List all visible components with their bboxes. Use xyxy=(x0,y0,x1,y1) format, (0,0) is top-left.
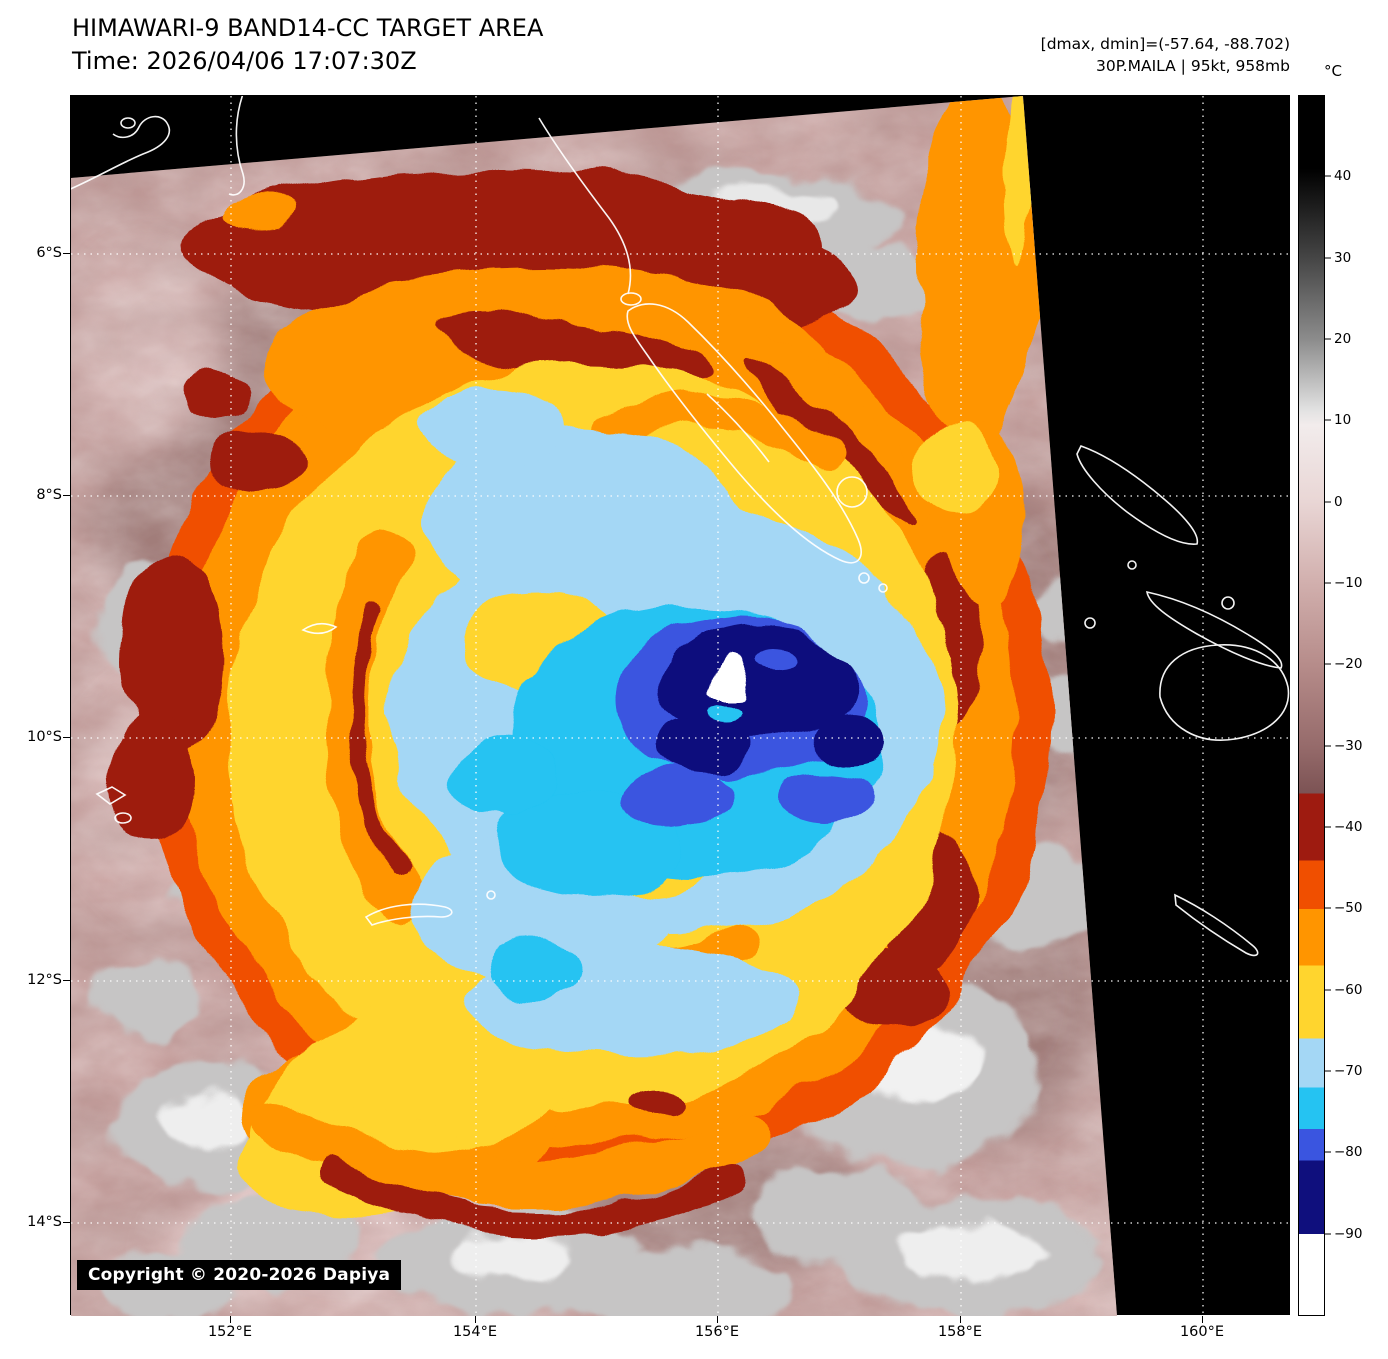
axis-tick xyxy=(1202,1316,1203,1323)
axis-tick xyxy=(475,1316,476,1323)
axis-tick xyxy=(960,1316,961,1323)
colorbar-tick-label: −40 xyxy=(1334,819,1363,835)
cyclone xyxy=(109,96,1051,1235)
axis-tick xyxy=(63,980,70,981)
colorbar-tick-label: 10 xyxy=(1334,412,1352,428)
storm-eye xyxy=(710,653,751,699)
page-title: HIMAWARI-9 BAND14-CC TARGET AREA xyxy=(72,14,544,42)
coastlines xyxy=(71,96,1290,957)
colorbar-tick-label: 0 xyxy=(1334,494,1343,510)
lon-axis-label: 160°E xyxy=(1179,1324,1225,1340)
colorbar-tick-label: 20 xyxy=(1334,331,1352,347)
colorbar-tick-label: 30 xyxy=(1334,250,1352,266)
colorbar-unit-label: °C xyxy=(1324,62,1342,80)
colorbar-tick-label: 40 xyxy=(1334,168,1352,184)
satellite-map: Copyright © 2020-2026 Dapiya xyxy=(70,95,1291,1316)
axis-tick xyxy=(717,1316,718,1323)
colorbar: 40 30 20 10 0 −10 −20 −30 −40 −50 −60 −7… xyxy=(1298,95,1388,1325)
colorbar-tick-label: −70 xyxy=(1334,1063,1363,1079)
lon-axis-label: 154°E xyxy=(452,1324,498,1340)
lat-axis-label: 14°S xyxy=(27,1214,62,1230)
lat-axis-label: 8°S xyxy=(36,487,62,503)
storm-info-annotation: 30P.MAILA | 95kt, 958mb xyxy=(1096,57,1290,76)
lat-axis-label: 12°S xyxy=(27,972,62,988)
axis-tick xyxy=(63,495,70,496)
axis-tick xyxy=(63,737,70,738)
colorbar-tick-label: −60 xyxy=(1334,982,1363,998)
axis-tick xyxy=(230,1316,231,1323)
colorbar-tick-label: −80 xyxy=(1334,1144,1363,1160)
copyright-badge: Copyright © 2020-2026 Dapiya xyxy=(77,1260,402,1290)
colorbar-tick-label: −20 xyxy=(1334,656,1363,672)
lon-axis-label: 156°E xyxy=(694,1324,740,1340)
lat-axis-label: 10°S xyxy=(27,729,62,745)
colorbar-tick-label: −50 xyxy=(1334,900,1363,916)
colorbar-tick-label: −10 xyxy=(1334,575,1363,591)
lat-axis-label: 6°S xyxy=(36,245,62,261)
lon-axis-label: 152°E xyxy=(207,1324,253,1340)
axis-tick xyxy=(63,253,70,254)
colorbar-scale xyxy=(1298,95,1331,1316)
lon-axis-label: 158°E xyxy=(937,1324,983,1340)
colorbar-tick-label: −90 xyxy=(1334,1226,1363,1242)
satellite-image xyxy=(71,96,1291,1316)
data-swath xyxy=(71,96,1117,1316)
annotations: [dmax, dmin]=(-57.64, -88.702) 30P.MAILA… xyxy=(1041,33,1290,78)
colorbar-tick-label: −30 xyxy=(1334,738,1363,754)
temp-range-annotation: [dmax, dmin]=(-57.64, -88.702) xyxy=(1040,35,1290,53)
timestamp: Time: 2026/04/06 17:07:30Z xyxy=(72,47,417,75)
axis-tick xyxy=(63,1222,70,1223)
